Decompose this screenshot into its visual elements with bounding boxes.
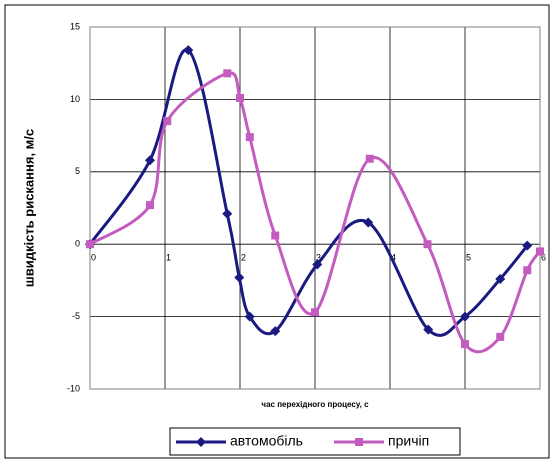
marker [196,437,206,447]
x-tick-label: 1 [166,253,171,263]
marker [423,324,434,335]
x-tick-label: 3 [316,253,321,263]
marker [536,247,544,256]
legend-label: причіп [388,433,429,449]
series-line [89,71,542,354]
y-tick-label: 15 [70,21,80,31]
marker [244,311,255,322]
marker [355,438,363,446]
x-tick-label: 6 [541,253,546,263]
marker [183,45,194,56]
marker [145,155,155,166]
y-tick-label: 5 [75,166,80,176]
marker [234,272,245,283]
y-tick-label: -10 [67,383,80,393]
marker [146,201,154,210]
marker [271,231,280,240]
marker [363,217,374,228]
plot-border [89,26,541,390]
x-tick-label: 4 [391,253,396,263]
marker [311,308,319,317]
legend-label: автомобіль [230,433,303,449]
marker [312,259,323,270]
marker [495,273,506,284]
y-tick-label: 0 [75,239,80,249]
marker [460,311,470,322]
marker [461,340,469,349]
marker [523,266,532,275]
marker [236,93,244,102]
marker [423,240,432,249]
y-tick-label: 10 [70,94,80,104]
x-tick-label: 0 [91,253,96,263]
y-axis-label: швидкість рискання, м/с [21,129,36,287]
chart-border [4,4,550,459]
marker [522,240,533,251]
marker [222,208,233,219]
x-tick-label: 5 [466,253,471,263]
marker [496,332,505,341]
x-axis-label: час перехідного процесу, с [261,400,369,409]
marker [245,133,254,142]
series-line [88,48,529,337]
x-tick-label: 2 [241,253,246,263]
marker [365,154,374,163]
marker [163,117,172,126]
marker [270,326,281,337]
marker [223,69,232,78]
marker [86,240,94,249]
y-tick-label: -5 [72,311,80,321]
